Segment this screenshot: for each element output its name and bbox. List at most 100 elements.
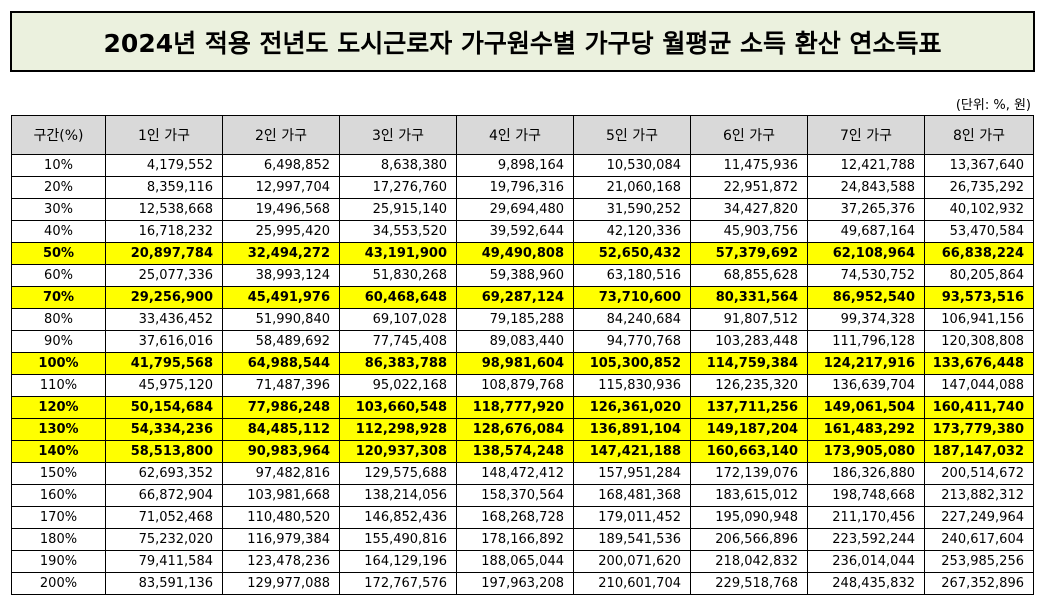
income-cell: 98,981,604 [456,352,574,375]
income-cell: 25,995,420 [222,220,340,243]
income-cell: 10,530,084 [573,154,691,177]
income-cell: 53,470,584 [924,220,1034,243]
income-cell: 20,897,784 [105,242,223,265]
table-row: 50% 20,897,784 32,494,272 43,191,900 49,490,… [11,242,1034,265]
table-row: 20% 8,359,116 12,997,704 17,276,760 19,796,3… [11,176,1034,199]
income-cell: 149,187,204 [690,418,808,441]
income-cell: 71,487,396 [222,374,340,397]
income-cell: 40,102,932 [924,198,1034,221]
table-row: 30% 12,538,668 19,496,568 25,915,140 29,694,… [11,198,1034,221]
income-cell: 6,498,852 [222,154,340,177]
income-cell: 164,129,196 [339,550,457,573]
income-cell: 60,468,648 [339,286,457,309]
income-cell: 77,986,248 [222,396,340,419]
header-cell: 4인 가구 [456,115,574,155]
income-cell: 198,748,668 [807,484,925,507]
income-cell: 13,367,640 [924,154,1034,177]
income-cell: 197,963,208 [456,572,574,595]
income-cell: 186,326,880 [807,462,925,485]
bracket-cell: 140% [11,440,106,463]
income-cell: 69,107,028 [339,308,457,331]
income-cell: 71,052,468 [105,506,223,529]
income-cell: 105,300,852 [573,352,691,375]
income-cell: 12,421,788 [807,154,925,177]
income-cell: 94,770,768 [573,330,691,353]
income-cell: 50,154,684 [105,396,223,419]
income-cell: 187,147,032 [924,440,1034,463]
income-cell: 79,411,584 [105,550,223,573]
income-cell: 103,981,668 [222,484,340,507]
income-cell: 86,383,788 [339,352,457,375]
income-cell: 129,575,688 [339,462,457,485]
bracket-cell: 170% [11,506,106,529]
income-cell: 126,235,320 [690,374,808,397]
income-cell: 37,616,016 [105,330,223,353]
income-cell: 112,298,928 [339,418,457,441]
income-cell: 172,767,576 [339,572,457,595]
income-cell: 90,983,964 [222,440,340,463]
table-row: 140% 58,513,800 90,983,964 120,937,308 138,5… [11,440,1034,463]
income-cell: 59,388,960 [456,264,574,287]
income-cell: 147,044,088 [924,374,1034,397]
income-cell: 12,538,668 [105,198,223,221]
income-cell: 248,435,832 [807,572,925,595]
income-cell: 155,490,816 [339,528,457,551]
income-cell: 63,180,516 [573,264,691,287]
income-cell: 45,903,756 [690,220,808,243]
table-row: 130% 54,334,236 84,485,112 112,298,928 128,6… [11,418,1034,441]
table-row: 170% 71,052,468 110,480,520 146,852,436 168,… [11,506,1034,529]
income-cell: 149,061,504 [807,396,925,419]
header-cell: 구간(%) [11,115,106,155]
income-cell: 17,276,760 [339,176,457,199]
income-cell: 26,735,292 [924,176,1034,199]
income-cell: 62,108,964 [807,242,925,265]
income-cell: 103,660,548 [339,396,457,419]
income-cell: 39,592,644 [456,220,574,243]
income-table: 구간(%) 1인 가구 2인 가구 3인 가구 4인 가구 5인 가구 6인 가… [11,115,1034,595]
income-cell: 160,411,740 [924,396,1034,419]
income-cell: 120,937,308 [339,440,457,463]
income-cell: 42,120,336 [573,220,691,243]
table-row: 100% 41,795,568 64,988,544 86,383,788 98,981… [11,352,1034,375]
income-cell: 68,855,628 [690,264,808,287]
income-cell: 200,071,620 [573,550,691,573]
income-cell: 111,796,128 [807,330,925,353]
income-cell: 4,179,552 [105,154,223,177]
table-row: 190% 79,411,584 123,478,236 164,129,196 188,… [11,550,1034,573]
income-cell: 240,617,604 [924,528,1034,551]
bracket-cell: 30% [11,198,106,221]
income-cell: 19,496,568 [222,198,340,221]
income-cell: 84,240,684 [573,308,691,331]
bracket-cell: 40% [11,220,106,243]
income-cell: 118,777,920 [456,396,574,419]
bracket-cell: 130% [11,418,106,441]
table-row: 90% 37,616,016 58,489,692 77,745,408 89,083,… [11,330,1034,353]
bracket-cell: 110% [11,374,106,397]
table-row: 160% 66,872,904 103,981,668 138,214,056 158,… [11,484,1034,507]
table-row: 70% 29,256,900 45,491,976 60,468,648 69,287,… [11,286,1034,309]
income-cell: 206,566,896 [690,528,808,551]
income-cell: 200,514,672 [924,462,1034,485]
unit-note: (단위: %, 원) [955,98,1031,113]
income-cell: 66,838,224 [924,242,1034,265]
income-cell: 77,745,408 [339,330,457,353]
income-cell: 129,977,088 [222,572,340,595]
table-row: 40% 16,718,232 25,995,420 34,553,520 39,592,… [11,220,1034,243]
bracket-cell: 150% [11,462,106,485]
income-cell: 31,590,252 [573,198,691,221]
income-cell: 218,042,832 [690,550,808,573]
income-cell: 183,615,012 [690,484,808,507]
page-title: 2024년 적용 전년도 도시근로자 가구원수별 가구당 월평균 소득 환산 연… [103,28,942,58]
income-cell: 75,232,020 [105,528,223,551]
income-cell: 223,592,244 [807,528,925,551]
bracket-cell: 50% [11,242,106,265]
income-cell: 227,249,964 [924,506,1034,529]
income-cell: 188,065,044 [456,550,574,573]
income-cell: 45,491,976 [222,286,340,309]
income-cell: 99,374,328 [807,308,925,331]
income-cell: 83,591,136 [105,572,223,595]
income-cell: 38,993,124 [222,264,340,287]
income-cell: 51,990,840 [222,308,340,331]
bracket-cell: 70% [11,286,106,309]
income-cell: 21,060,168 [573,176,691,199]
